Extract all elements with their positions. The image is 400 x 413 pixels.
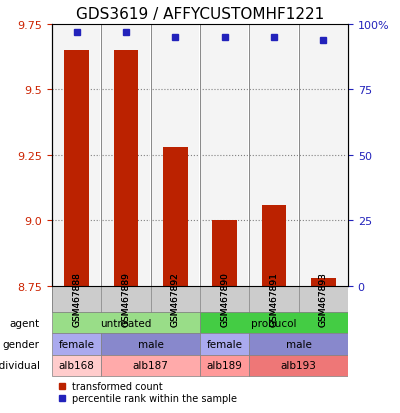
Bar xyxy=(101,25,151,286)
Text: GSM467888: GSM467888 xyxy=(72,272,81,326)
Text: alb193: alb193 xyxy=(281,361,317,370)
Text: GSM467893: GSM467893 xyxy=(319,272,328,326)
Bar xyxy=(151,25,200,286)
Text: GSM467888: GSM467888 xyxy=(72,272,81,326)
Text: female: female xyxy=(207,339,243,349)
FancyBboxPatch shape xyxy=(200,334,249,355)
Text: GSM467893: GSM467893 xyxy=(319,272,328,326)
Text: percentile rank within the sample: percentile rank within the sample xyxy=(72,393,237,403)
FancyBboxPatch shape xyxy=(52,355,101,376)
FancyBboxPatch shape xyxy=(249,334,348,355)
FancyBboxPatch shape xyxy=(200,355,249,376)
FancyBboxPatch shape xyxy=(52,312,200,334)
Text: transformed count: transformed count xyxy=(72,382,162,392)
Text: GSM467890: GSM467890 xyxy=(220,272,229,326)
Text: female: female xyxy=(59,339,95,349)
FancyBboxPatch shape xyxy=(101,334,200,355)
Text: GSM467889: GSM467889 xyxy=(122,272,130,326)
FancyBboxPatch shape xyxy=(52,286,348,312)
Bar xyxy=(249,25,299,286)
Text: gender: gender xyxy=(3,339,40,349)
Bar xyxy=(200,25,249,286)
Text: male: male xyxy=(138,339,164,349)
Bar xyxy=(299,25,348,286)
Text: GSM467890: GSM467890 xyxy=(220,272,229,326)
Title: GDS3619 / AFFYCUSTOMHF1221: GDS3619 / AFFYCUSTOMHF1221 xyxy=(76,7,324,22)
Text: GSM467892: GSM467892 xyxy=(171,272,180,326)
Bar xyxy=(52,25,101,286)
FancyBboxPatch shape xyxy=(101,355,200,376)
Text: GSM467892: GSM467892 xyxy=(171,272,180,326)
Text: alb168: alb168 xyxy=(59,361,95,370)
Text: untreated: untreated xyxy=(100,318,152,328)
Bar xyxy=(262,205,286,286)
Text: GSM467889: GSM467889 xyxy=(122,272,130,326)
FancyBboxPatch shape xyxy=(249,355,348,376)
Bar xyxy=(114,51,138,286)
Text: alb187: alb187 xyxy=(133,361,169,370)
Text: GSM467891: GSM467891 xyxy=(270,272,278,326)
Bar xyxy=(212,221,237,286)
Text: individual: individual xyxy=(0,361,40,370)
FancyBboxPatch shape xyxy=(200,312,348,334)
FancyBboxPatch shape xyxy=(52,334,101,355)
Text: male: male xyxy=(286,339,312,349)
Text: probucol: probucol xyxy=(251,318,297,328)
Bar xyxy=(64,51,89,286)
Text: alb189: alb189 xyxy=(207,361,243,370)
Text: agent: agent xyxy=(10,318,40,328)
Text: GSM467891: GSM467891 xyxy=(270,272,278,326)
Bar xyxy=(163,147,188,286)
Bar xyxy=(311,278,336,286)
